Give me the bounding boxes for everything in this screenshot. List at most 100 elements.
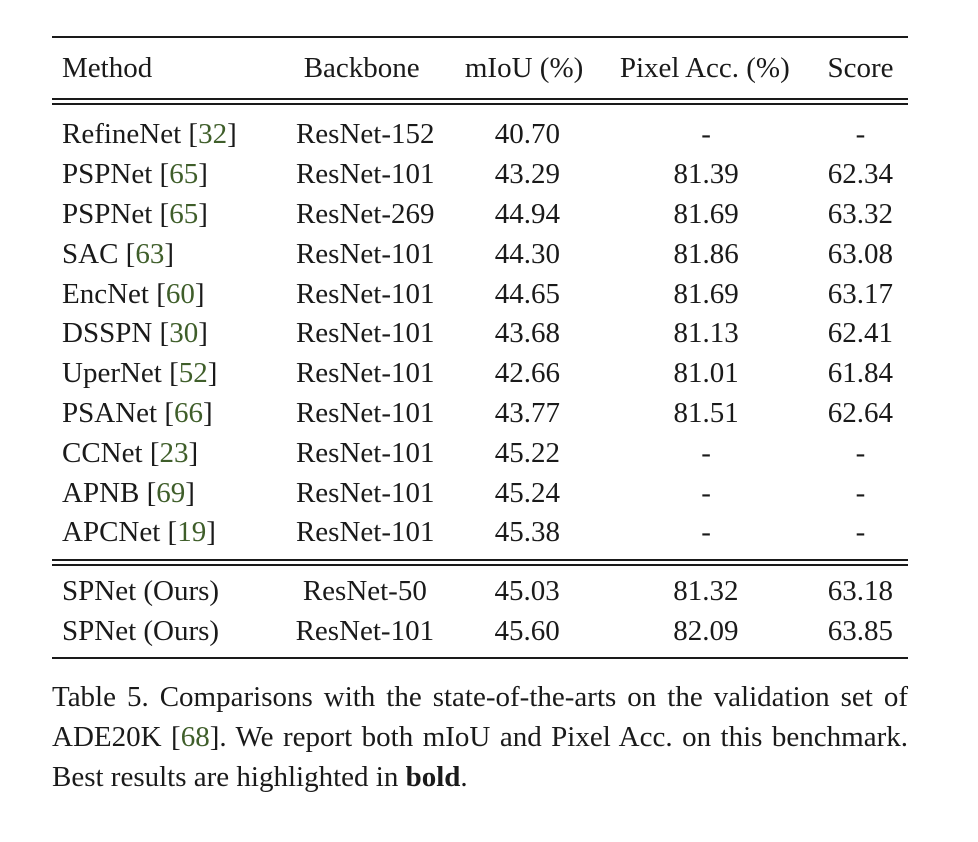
method-cell: PSPNet [65] bbox=[62, 197, 208, 230]
method-name: PSPNet bbox=[62, 197, 153, 230]
table-row: RefineNet [32] ResNet-152 40.70 - - bbox=[52, 115, 908, 155]
miou-cell: 45.22 bbox=[494, 436, 561, 469]
citation-link[interactable]: 23 bbox=[159, 436, 189, 469]
method-cell: UperNet [52] bbox=[62, 357, 218, 390]
score-cell: 63.17 bbox=[827, 277, 894, 310]
header-method: Method bbox=[62, 51, 153, 84]
pixel-acc-cell: 81.51 bbox=[673, 396, 739, 429]
header-double-rule bbox=[52, 98, 908, 105]
method-cell: PSPNet [65] bbox=[62, 158, 208, 191]
header-backbone: Backbone bbox=[303, 51, 420, 84]
backbone-cell: ResNet-101 bbox=[295, 317, 435, 350]
header-row: Method Backbone mIoU (%) Pixel Acc. (%) … bbox=[52, 38, 908, 98]
header-miou: mIoU (%) bbox=[464, 51, 584, 84]
method-cell: DSSPN [30] bbox=[62, 317, 208, 350]
method-cell: APNB [69] bbox=[62, 476, 195, 509]
pixel-acc-cell: 81.32 bbox=[673, 575, 739, 608]
score-cell: - bbox=[855, 516, 866, 549]
citation-link[interactable]: 63 bbox=[135, 237, 165, 270]
backbone-cell: ResNet-101 bbox=[295, 614, 435, 647]
backbone-cell: ResNet-269 bbox=[295, 197, 435, 230]
backbone-cell: ResNet-101 bbox=[295, 277, 435, 310]
method-name: PSANet bbox=[62, 396, 158, 429]
citation-link[interactable]: 65 bbox=[169, 158, 199, 191]
pixel-acc-cell: - bbox=[701, 436, 711, 469]
method-cell: PSANet [66] bbox=[62, 396, 213, 429]
backbone-cell: ResNet-101 bbox=[295, 476, 435, 509]
backbone-cell: ResNet-50 bbox=[302, 575, 427, 608]
score-cell: - bbox=[855, 118, 866, 151]
miou-cell: 40.70 bbox=[494, 118, 561, 151]
miou-cell: 43.29 bbox=[494, 158, 561, 191]
method-name: RefineNet bbox=[62, 118, 182, 151]
citation-link[interactable]: 69 bbox=[156, 476, 186, 509]
table-figure: Method Backbone mIoU (%) Pixel Acc. (%) … bbox=[52, 36, 908, 797]
baseline-rows: RefineNet [32] ResNet-152 40.70 - - PSPNet [6… bbox=[52, 115, 908, 553]
backbone-cell: ResNet-101 bbox=[295, 357, 435, 390]
pixel-acc-cell: 81.13 bbox=[673, 317, 739, 350]
table-caption: Table 5. Comparisons with the state-of-t… bbox=[52, 677, 908, 797]
citation-link[interactable]: 52 bbox=[178, 357, 208, 390]
header-pixel-acc: Pixel Acc. (%) bbox=[619, 51, 790, 84]
pixel-acc-cell: 81.01 bbox=[673, 357, 739, 390]
table-row: EncNet [60] ResNet-101 44.65 81.69 63.17 bbox=[52, 274, 908, 314]
backbone-cell: ResNet-101 bbox=[295, 516, 435, 549]
pixel-acc-cell: 82.09 bbox=[673, 614, 739, 647]
citation-link[interactable]: 66 bbox=[174, 396, 203, 429]
miou-cell: 45.24 bbox=[494, 476, 561, 509]
citation-link[interactable]: 30 bbox=[169, 317, 199, 350]
table-row-ours: SPNet (Ours) ResNet-101 45.60 82.09 63.85 bbox=[52, 612, 908, 652]
citation-link[interactable]: 60 bbox=[165, 277, 195, 310]
method-cell: SPNet (Ours) bbox=[62, 575, 220, 608]
caption-period: . bbox=[460, 761, 468, 794]
header-score: Score bbox=[827, 51, 894, 84]
caption-citation[interactable]: 68 bbox=[180, 721, 210, 754]
bottom-rule bbox=[52, 657, 908, 660]
method-name: DSSPN bbox=[62, 317, 153, 350]
pixel-acc-cell: - bbox=[701, 516, 711, 549]
miou-cell: 45.60 bbox=[494, 614, 560, 647]
method-cell: SAC [63] bbox=[62, 237, 175, 270]
method-name: APCNet bbox=[62, 516, 161, 549]
method-cell: EncNet [60] bbox=[62, 277, 205, 310]
miou-cell: 43.68 bbox=[494, 317, 561, 350]
score-cell: 63.85 bbox=[827, 614, 894, 647]
caption-bold-word: bold bbox=[405, 761, 461, 794]
method-cell: CCNet [23] bbox=[62, 436, 199, 469]
pixel-acc-cell: - bbox=[701, 118, 711, 151]
miou-cell: 43.77 bbox=[494, 396, 561, 429]
pixel-acc-cell: 81.86 bbox=[673, 237, 739, 270]
citation-link[interactable]: 65 bbox=[169, 197, 199, 230]
backbone-cell: ResNet-152 bbox=[295, 118, 435, 151]
method-cell: RefineNet [32] bbox=[62, 118, 237, 151]
method-name: SAC bbox=[62, 237, 119, 270]
method-name: CCNet bbox=[62, 436, 143, 469]
method-name: UperNet bbox=[62, 357, 162, 390]
ours-rows: SPNet (Ours) ResNet-50 45.03 81.32 63.18 SPNe… bbox=[52, 572, 908, 652]
table-row-ours: SPNet (Ours) ResNet-50 45.03 81.32 63.18 bbox=[52, 572, 908, 612]
miou-cell: 42.66 bbox=[494, 357, 561, 390]
citation-link[interactable]: 19 bbox=[177, 516, 207, 549]
method-name: EncNet bbox=[62, 277, 149, 310]
caption-text-2: ]. We report both mIoU and Pixel Acc. on… bbox=[52, 721, 909, 794]
backbone-cell: ResNet-101 bbox=[295, 396, 435, 429]
score-cell: 63.32 bbox=[827, 197, 894, 230]
miou-cell: 45.03 bbox=[494, 575, 560, 608]
section-double-rule bbox=[52, 558, 908, 566]
table-row: CCNet [23] ResNet-101 45.22 - - bbox=[52, 433, 908, 473]
table-row: APCNet [19] ResNet-101 45.38 - - bbox=[52, 513, 908, 553]
score-cell: 63.08 bbox=[827, 237, 894, 270]
miou-cell: 44.94 bbox=[494, 197, 561, 230]
table-row: DSSPN [30] ResNet-101 43.68 81.13 62.41 bbox=[52, 314, 908, 354]
table-row: SAC [63] ResNet-101 44.30 81.86 63.08 bbox=[52, 234, 908, 274]
citation-link[interactable]: 32 bbox=[198, 118, 228, 151]
backbone-cell: ResNet-101 bbox=[295, 436, 435, 469]
miou-cell: 44.30 bbox=[494, 237, 561, 270]
pixel-acc-cell: 81.69 bbox=[673, 277, 739, 310]
table-row: PSANet [66] ResNet-101 43.77 81.51 62.64 bbox=[52, 394, 908, 434]
method-cell: SPNet (Ours) bbox=[62, 614, 220, 647]
score-cell: 62.34 bbox=[827, 158, 894, 191]
table-row: PSPNet [65] ResNet-101 43.29 81.39 62.34 bbox=[52, 155, 908, 195]
score-cell: 63.18 bbox=[827, 575, 894, 608]
miou-cell: 45.38 bbox=[494, 516, 561, 549]
